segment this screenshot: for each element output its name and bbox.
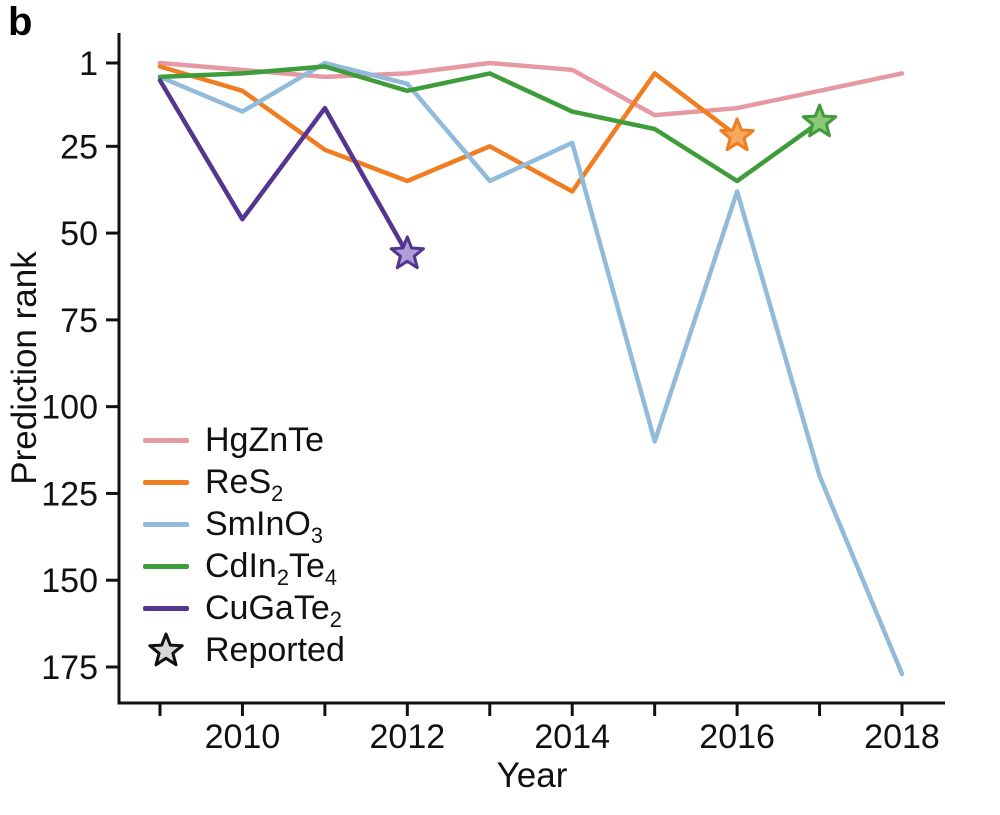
y-tick-label-75: 75 [60,302,98,340]
y-tick-label-125: 125 [41,475,98,513]
y-tick-label-100: 100 [41,389,98,427]
reported-star-ReS2 [719,117,755,152]
x-tick-label-2012: 2012 [370,718,446,756]
legend-item-cugate2: CuGaTe2 [143,587,345,632]
x-tick-label-2016: 2016 [699,718,775,756]
legend-swatch-smino3 [143,521,189,527]
x-axis-label: Year [496,756,568,795]
axis-frame [117,33,945,705]
legend: HgZnTe ReS2 SmInO3 CdIn2Te4 CuGaTe2 Reported [143,419,345,671]
legend-item-smino3-label: SmInO3 [205,504,323,548]
legend-swatch-hgznte [143,437,189,443]
x-tick-label-2018: 2018 [864,718,940,756]
y-tick-label-50: 50 [60,215,98,253]
reported-star-CdIn2Te4 [801,103,838,138]
y-tick-label-25: 25 [60,128,98,166]
legend-item-hgznte: HgZnTe [143,419,345,461]
x-tick-label-2014: 2014 [534,718,610,756]
y-tick-label-1: 1 [79,45,98,83]
series-line-ReS2 [157,64,740,194]
legend-item-smino3: SmInO3 [143,503,345,548]
legend-item-cdin2te4: CdIn2Te4 [143,545,345,590]
series-line-CuGaTe2 [157,78,410,257]
legend-swatch-cugate2 [143,605,189,611]
legend-item-hgznte-label: HgZnTe [205,420,325,459]
legend-item-res2-label: ReS2 [205,462,284,506]
x-tick-label-2010: 2010 [205,718,281,756]
legend-item-reported: Reported [143,629,345,671]
legend-item-res2: ReS2 [143,461,345,506]
legend-item-reported-label: Reported [205,630,345,669]
reported-star-CuGaTe2 [389,235,425,270]
series-line-SmInO3 [157,60,905,677]
legend-item-cdin2te4-label: CdIn2Te4 [205,546,337,590]
series-line-HgZnTe [157,60,905,118]
panel-label: b [8,0,33,44]
legend-item-cugate2-label: CuGaTe2 [205,588,342,632]
y-tick-label-150: 150 [41,562,98,600]
y-tick-label-175: 175 [41,649,98,687]
reported-star-icon [143,629,189,671]
series-line-CdIn2Te4 [157,64,822,184]
legend-swatch-cdin2te4 [143,563,189,569]
legend-swatch-res2 [143,479,189,485]
